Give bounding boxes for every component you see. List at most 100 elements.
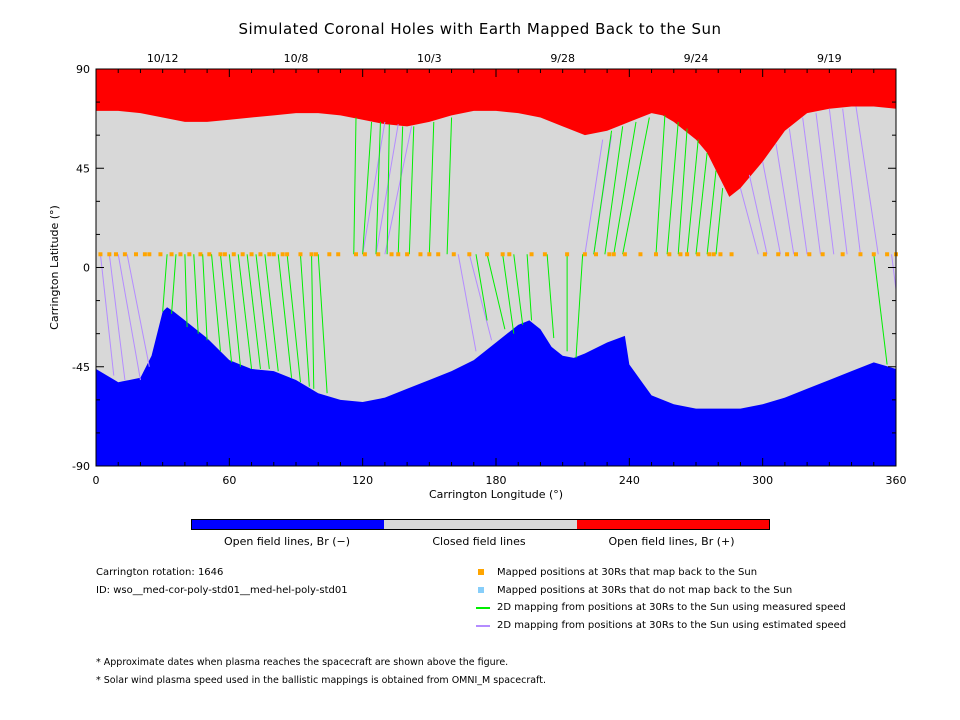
estimated-mapping-line bbox=[815, 113, 835, 255]
legend-unmapped-marker bbox=[478, 587, 484, 593]
legend-measured-label: 2D mapping from positions at 30Rs to the… bbox=[497, 602, 846, 613]
mapped-position-point bbox=[582, 252, 587, 257]
measured-mapping-line bbox=[475, 254, 488, 321]
mapped-position-point bbox=[198, 252, 203, 257]
x-tick-label: 0 bbox=[93, 474, 100, 487]
mapped-position-point bbox=[507, 252, 512, 257]
mapped-position-point bbox=[840, 252, 845, 257]
measured-mapping-line bbox=[219, 254, 233, 363]
mapped-position-point bbox=[711, 252, 716, 257]
colorbar-label-negative: Open field lines, Br (−) bbox=[223, 535, 351, 548]
mapped-position-point bbox=[858, 252, 863, 257]
measured-mapping-line bbox=[299, 254, 310, 387]
mapped-position-point bbox=[122, 252, 127, 257]
x-tick-label: 120 bbox=[352, 474, 373, 487]
measured-mapping-line bbox=[655, 115, 666, 255]
measured-mapping-line bbox=[706, 170, 717, 255]
mapped-position-point bbox=[436, 252, 441, 257]
estimated-mapping-line bbox=[842, 108, 861, 255]
mapped-position-point bbox=[638, 252, 643, 257]
measured-mapping-line bbox=[386, 124, 390, 255]
measured-mapping-line bbox=[502, 254, 515, 334]
measured-mapping-line bbox=[677, 128, 688, 255]
mapped-position-point bbox=[267, 252, 272, 257]
measured-mapping-line bbox=[193, 254, 199, 334]
open-negative-region bbox=[96, 307, 896, 466]
mapped-position-point bbox=[298, 252, 303, 257]
mapped-position-point bbox=[696, 252, 701, 257]
mapped-position-point bbox=[376, 252, 381, 257]
x-tick-label: 240 bbox=[619, 474, 640, 487]
colorbar-positive bbox=[576, 520, 769, 529]
mapped-position-point bbox=[451, 252, 456, 257]
mapped-position-point bbox=[776, 252, 781, 257]
mapped-position-point bbox=[98, 252, 103, 257]
measured-mapping-line bbox=[228, 254, 241, 367]
mapped-position-point bbox=[271, 252, 276, 257]
mapped-position-point bbox=[285, 252, 290, 257]
measured-mapping-line bbox=[695, 152, 708, 255]
mapped-position-point bbox=[500, 252, 505, 257]
top-date-label: 10/3 bbox=[417, 52, 442, 65]
estimated-mapping-line bbox=[828, 108, 848, 255]
mapped-position-point bbox=[314, 252, 318, 257]
mapped-position-point bbox=[134, 252, 138, 257]
colorbar-label-positive: Open field lines, Br (+) bbox=[608, 535, 735, 548]
x-tick-label: 360 bbox=[886, 474, 907, 487]
mapped-position-point bbox=[114, 252, 118, 257]
mapped-position-point bbox=[158, 252, 163, 257]
estimated-mapping-line bbox=[457, 254, 477, 352]
colorbar-label-closed: Closed field lines bbox=[432, 535, 526, 548]
measured-mapping-line bbox=[171, 254, 177, 314]
mapped-position-point bbox=[142, 252, 147, 257]
measured-mapping-line bbox=[246, 254, 261, 370]
legend-mapped-marker bbox=[478, 569, 484, 575]
estimated-mapping-line bbox=[891, 254, 897, 290]
legend-unmapped-label: Mapped positions at 30Rs that do not map… bbox=[497, 585, 793, 596]
measured-mapping-line bbox=[162, 254, 168, 312]
measured-mapping-line bbox=[428, 121, 435, 255]
measured-mapping-line bbox=[446, 117, 453, 255]
mapped-position-point bbox=[667, 252, 672, 257]
mapped-position-point bbox=[147, 252, 152, 257]
measured-mapping-line bbox=[286, 254, 301, 383]
mapped-position-point bbox=[785, 252, 790, 257]
mapped-position-point bbox=[807, 252, 812, 257]
mapped-position-point bbox=[396, 252, 401, 257]
open-positive-region bbox=[96, 69, 896, 197]
measured-mapping-line bbox=[715, 188, 724, 255]
mapped-position-point bbox=[169, 252, 174, 257]
y-tick-label: -45 bbox=[72, 361, 90, 374]
mapped-position-point bbox=[354, 252, 358, 257]
mapped-position-point bbox=[594, 252, 598, 257]
mapped-position-point bbox=[529, 252, 534, 257]
measured-mapping-line bbox=[264, 254, 279, 372]
measured-mapping-line bbox=[546, 254, 555, 339]
measured-mapping-line bbox=[604, 126, 624, 255]
footnote-speed: * Solar wind plasma speed used in the ba… bbox=[96, 675, 546, 686]
mapped-position-point bbox=[654, 252, 658, 257]
measured-mapping-line bbox=[408, 126, 415, 255]
mapped-position-point bbox=[485, 252, 490, 257]
top-date-label: 9/24 bbox=[684, 52, 709, 65]
mapped-position-point bbox=[762, 252, 767, 257]
measured-mapping-line bbox=[397, 126, 404, 255]
legend-estimated-line bbox=[476, 625, 490, 627]
mapped-position-point bbox=[207, 252, 212, 257]
measured-mapping-line bbox=[593, 130, 613, 255]
mapped-position-point bbox=[240, 252, 245, 257]
measured-mapping-line bbox=[375, 121, 381, 255]
chart-title: Simulated Coronal Holes with Earth Mappe… bbox=[238, 20, 722, 38]
estimated-mapping-line bbox=[739, 187, 759, 255]
mapped-position-point bbox=[678, 252, 683, 257]
mapped-position-point bbox=[467, 252, 472, 257]
legend-measured-line bbox=[476, 607, 490, 609]
y-tick-label: -90 bbox=[72, 460, 90, 473]
mapped-position-point bbox=[362, 252, 367, 257]
measured-mapping-line bbox=[622, 117, 650, 255]
measured-mapping-line bbox=[211, 254, 221, 352]
measured-mapping-line bbox=[317, 254, 328, 394]
measured-mapping-line bbox=[277, 254, 293, 378]
measured-mapping-line bbox=[237, 254, 253, 370]
estimated-mapping-line bbox=[99, 254, 115, 376]
